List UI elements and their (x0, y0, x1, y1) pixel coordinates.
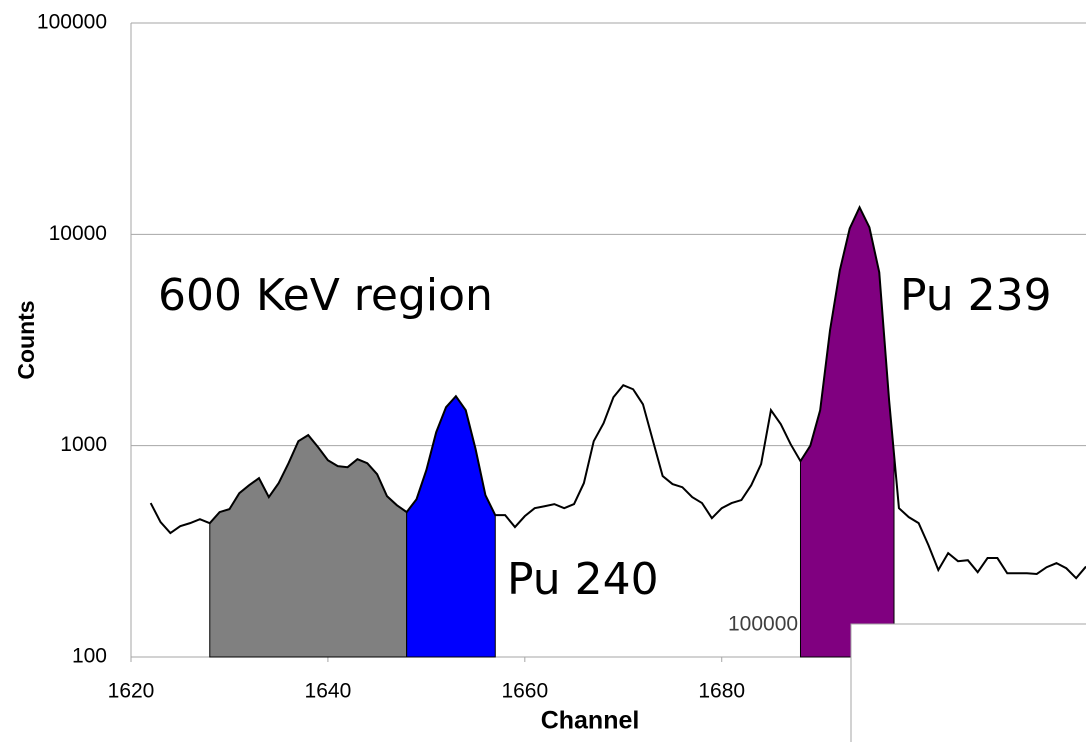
region-fill (406, 395, 496, 658)
x-axis-label: Channel (541, 707, 640, 735)
y-tick-label: 100000 (37, 11, 107, 34)
x-tick-label: 1680 (698, 680, 745, 703)
y-tick-label: 100 (72, 645, 107, 668)
region-label: Pu 239 (900, 270, 1052, 321)
spectrum-line (149, 204, 1086, 580)
region-label: Pu 240 (507, 554, 659, 605)
stray-label: 100000 (728, 613, 798, 636)
y-tick-label: 1000 (60, 433, 107, 456)
region-fill (209, 434, 408, 658)
x-tick-label: 1620 (108, 680, 155, 703)
x-tick-label: 1640 (305, 680, 352, 703)
overlay-box (850, 623, 1086, 742)
y-axis-label: Counts (13, 300, 39, 379)
x-tick-label: 1660 (501, 680, 548, 703)
y-tick-label: 10000 (49, 222, 107, 245)
region-label: 600 KeV region (158, 270, 493, 321)
